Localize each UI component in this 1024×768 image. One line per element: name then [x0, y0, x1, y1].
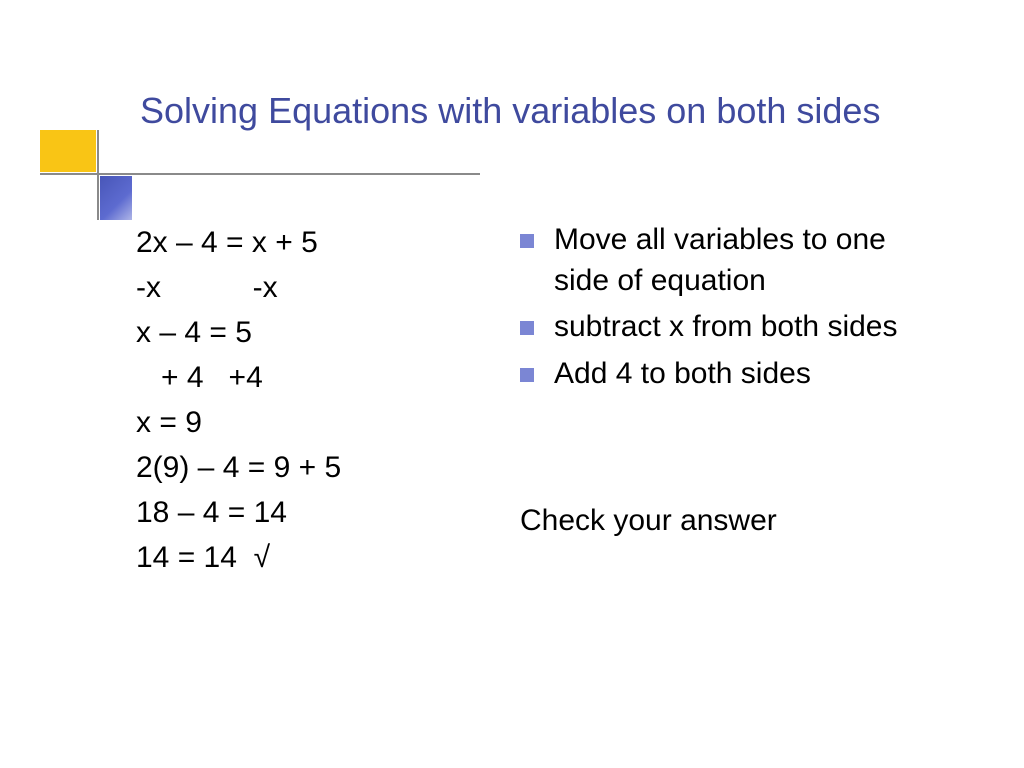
decoration-vertical-line	[97, 130, 99, 220]
equation-line: 2(9) – 4 = 9 + 5	[136, 445, 500, 490]
bullet-text: Move all variables to one side of equati…	[554, 220, 940, 301]
equation-line: 2x – 4 = x + 5	[136, 220, 500, 265]
bullet-item: Move all variables to one side of equati…	[520, 220, 940, 301]
equation-steps: 2x – 4 = x + 5 -x -x x – 4 = 5 + 4 +4 x …	[0, 220, 500, 580]
bullet-text: Add 4 to both sides	[554, 354, 811, 395]
equation-line: 18 – 4 = 14	[136, 490, 500, 535]
equation-line: x – 4 = 5	[136, 310, 500, 355]
slide-body: 2x – 4 = x + 5 -x -x x – 4 = 5 + 4 +4 x …	[0, 220, 1024, 580]
bullet-item: subtract x from both sides	[520, 307, 940, 348]
decoration-yellow-square	[40, 130, 96, 172]
bullet-text: subtract x from both sides	[554, 307, 897, 348]
check-answer-text: Check your answer	[520, 504, 940, 538]
bullet-item: Add 4 to both sides	[520, 354, 940, 395]
equation-line: -x -x	[136, 265, 500, 310]
bullet-square-icon	[520, 234, 534, 248]
bullet-square-icon	[520, 368, 534, 382]
instruction-list: Move all variables to one side of equati…	[500, 220, 980, 580]
equation-line: + 4 +4	[136, 355, 500, 400]
bullet-square-icon	[520, 321, 534, 335]
slide-decoration	[40, 130, 140, 220]
decoration-horizontal-line	[40, 173, 480, 175]
slide-title: Solving Equations with variables on both…	[140, 90, 880, 132]
equation-line: 14 = 14 √	[136, 535, 500, 580]
equation-line: x = 9	[136, 400, 500, 445]
decoration-blue-square	[100, 176, 132, 220]
